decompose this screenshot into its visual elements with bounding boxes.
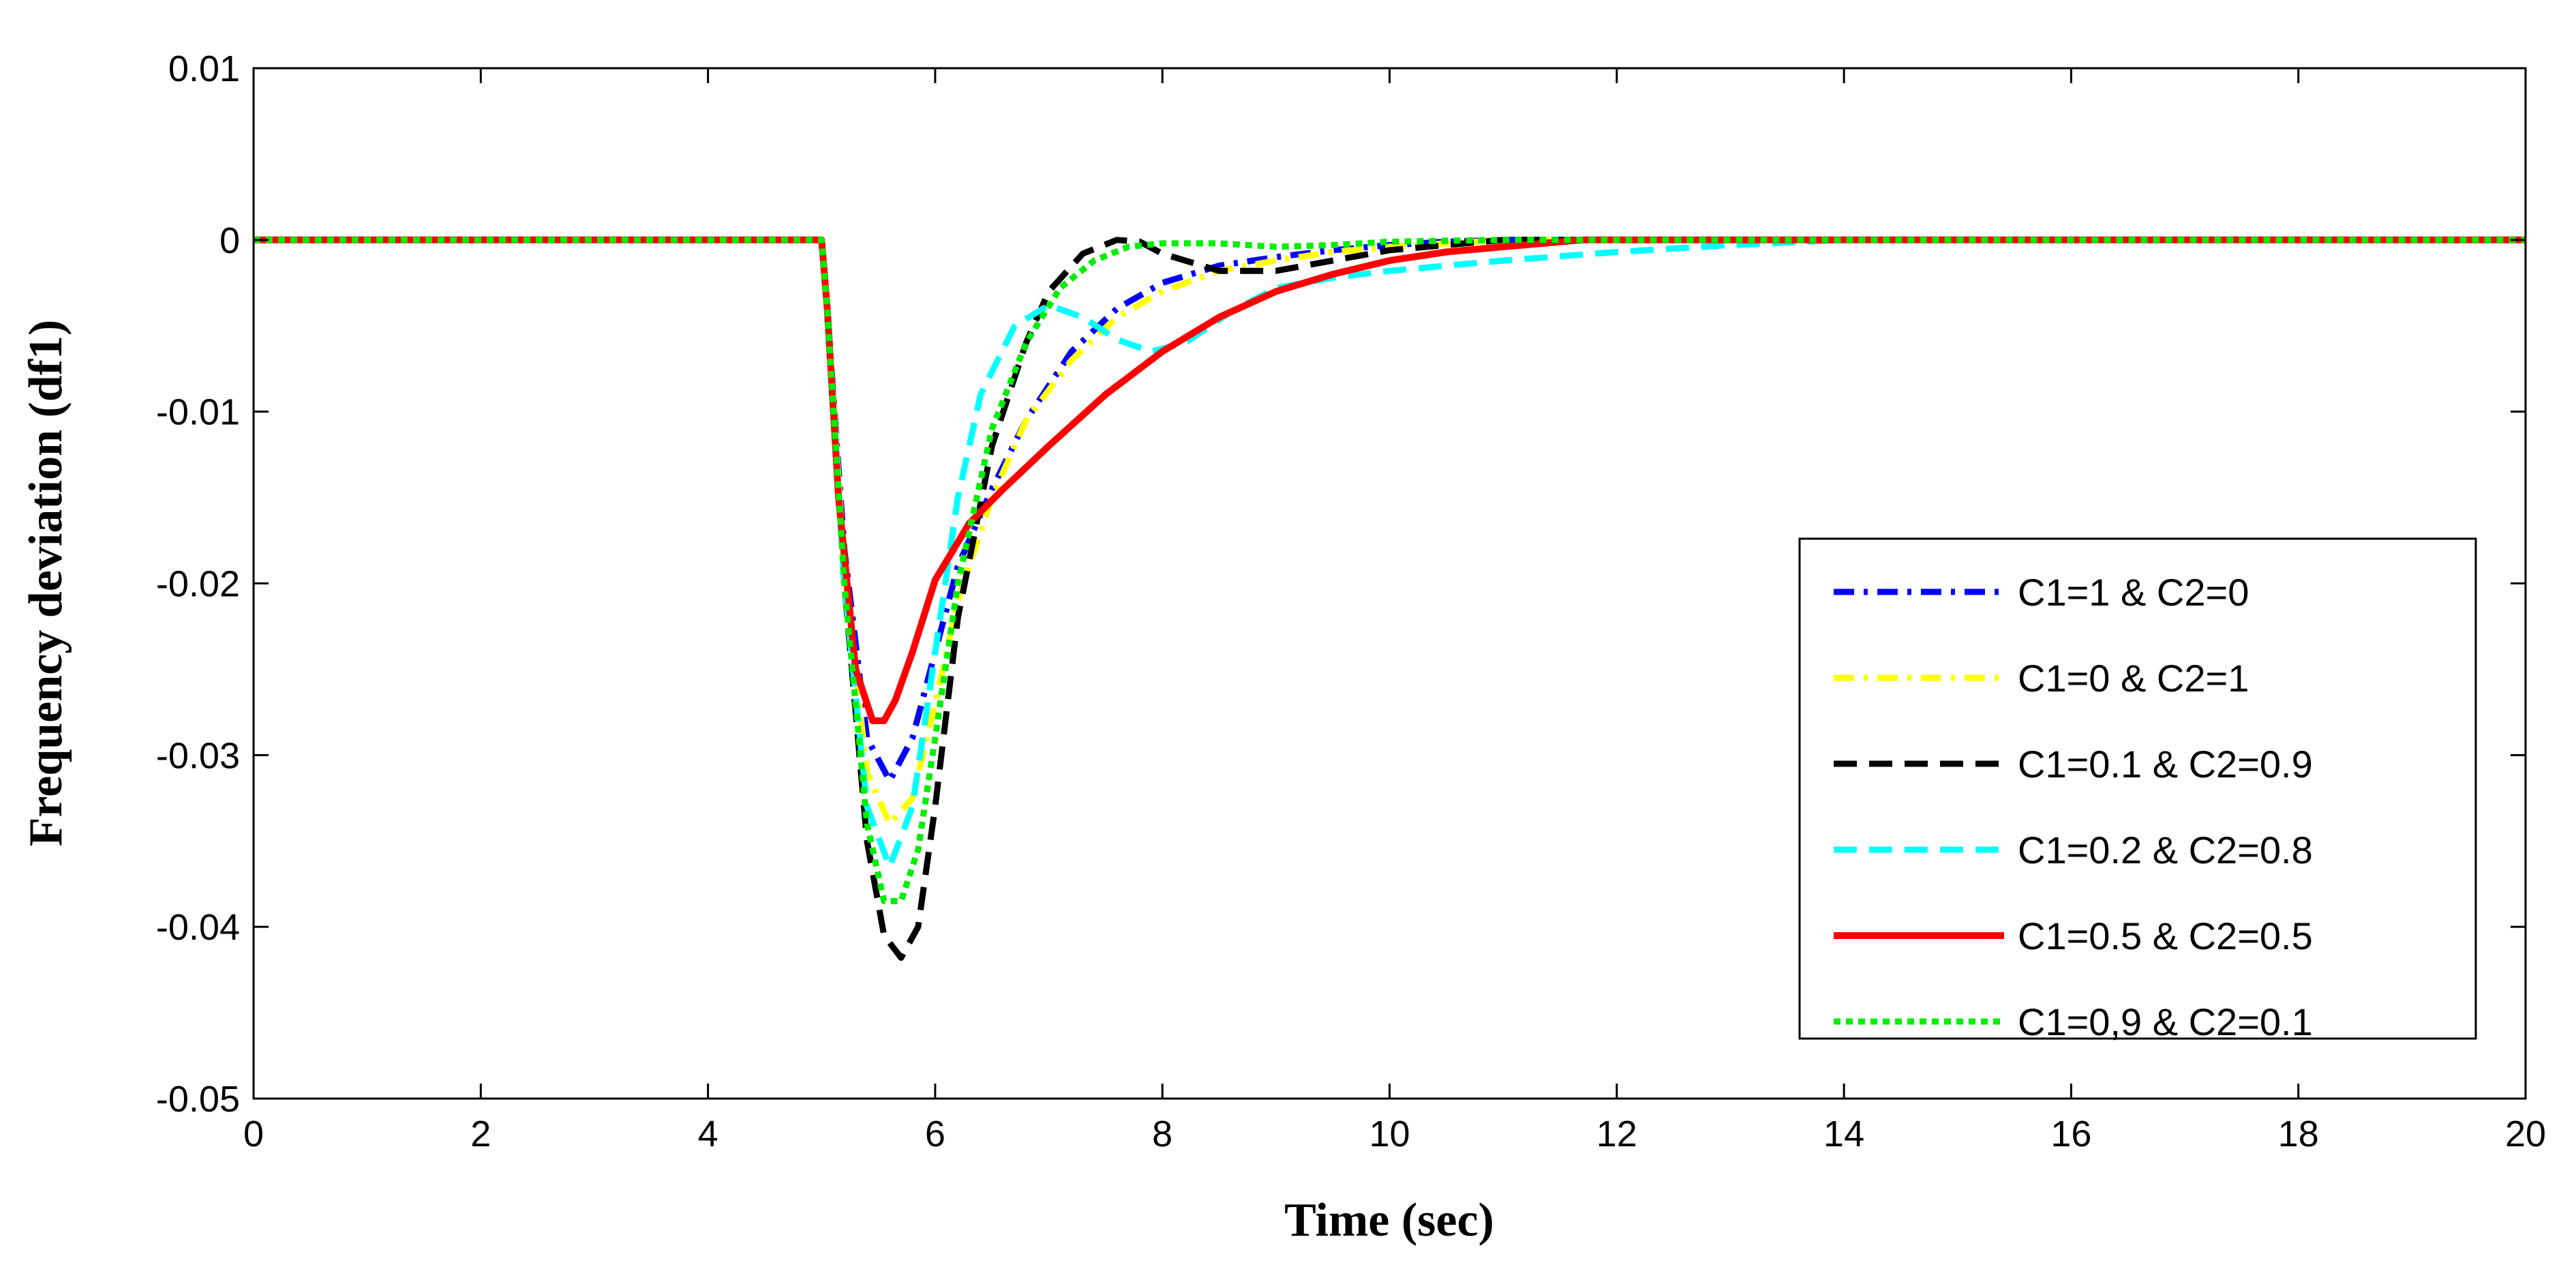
y-tick-label: 0 [219,220,240,261]
legend: C1=1 & C2=0 C1=0 & C2=1 C1=0.1 & C2=0.9 C1=… [1798,537,2477,1043]
x-tick-label: 10 [1369,1114,1410,1154]
x-tick-label: 4 [698,1114,718,1154]
y-tick-label: -0.03 [156,735,240,776]
legend-label-5: C1=0.5 & C2=0.5 [2018,914,2313,957]
y-tick-label: 0.01 [168,48,240,89]
legend-box [1798,537,2477,1040]
x-tick-label: 14 [1823,1114,1864,1154]
x-tick-label: 20 [2505,1114,2546,1154]
x-tick-label: 12 [1596,1114,1637,1154]
tick-layer [252,67,2527,1100]
legend-label-4: C1=0.2 & C2=0.8 [2018,829,2313,871]
y-axis-title: Frequency deviation (df1) [20,320,72,847]
series-line-6 [254,237,2526,904]
series-line-4 [254,237,2526,870]
tick-label-layer: 0 2 4 6 8 10 12 14 16 18 20 0.01 0 -0.01 -0.02 -0.03 -0.… [156,48,2546,1154]
x-tick-label: 18 [2278,1114,2319,1154]
x-tick-label: 0 [243,1114,264,1154]
series-layer [254,236,2526,961]
legend-label-1: C1=1 & C2=0 [2018,571,2249,614]
legend-entries: C1=1 & C2=0 C1=0 & C2=1 C1=0.1 & C2=0.9 C1=… [1834,571,2313,1043]
y-tick-label: -0.02 [156,564,240,605]
legend-label-3: C1=0.1 & C2=0.9 [2018,743,2313,786]
x-tick-label: 8 [1152,1114,1172,1154]
y-tick-label: -0.01 [156,392,240,433]
x-tick-label: 6 [925,1114,945,1154]
legend-label-2: C1=0 & C2=1 [2018,657,2249,700]
y-tick-label: -0.04 [156,907,240,948]
x-axis-title: Time (sec) [1284,1194,1494,1247]
y-tick-label: -0.05 [156,1079,240,1120]
legend-label-6: C1=0,9 & C2=0.1 [2018,1000,2313,1043]
x-tick-label: 16 [2050,1114,2091,1154]
x-tick-label: 2 [470,1114,491,1154]
series-line-5 [254,236,2526,724]
